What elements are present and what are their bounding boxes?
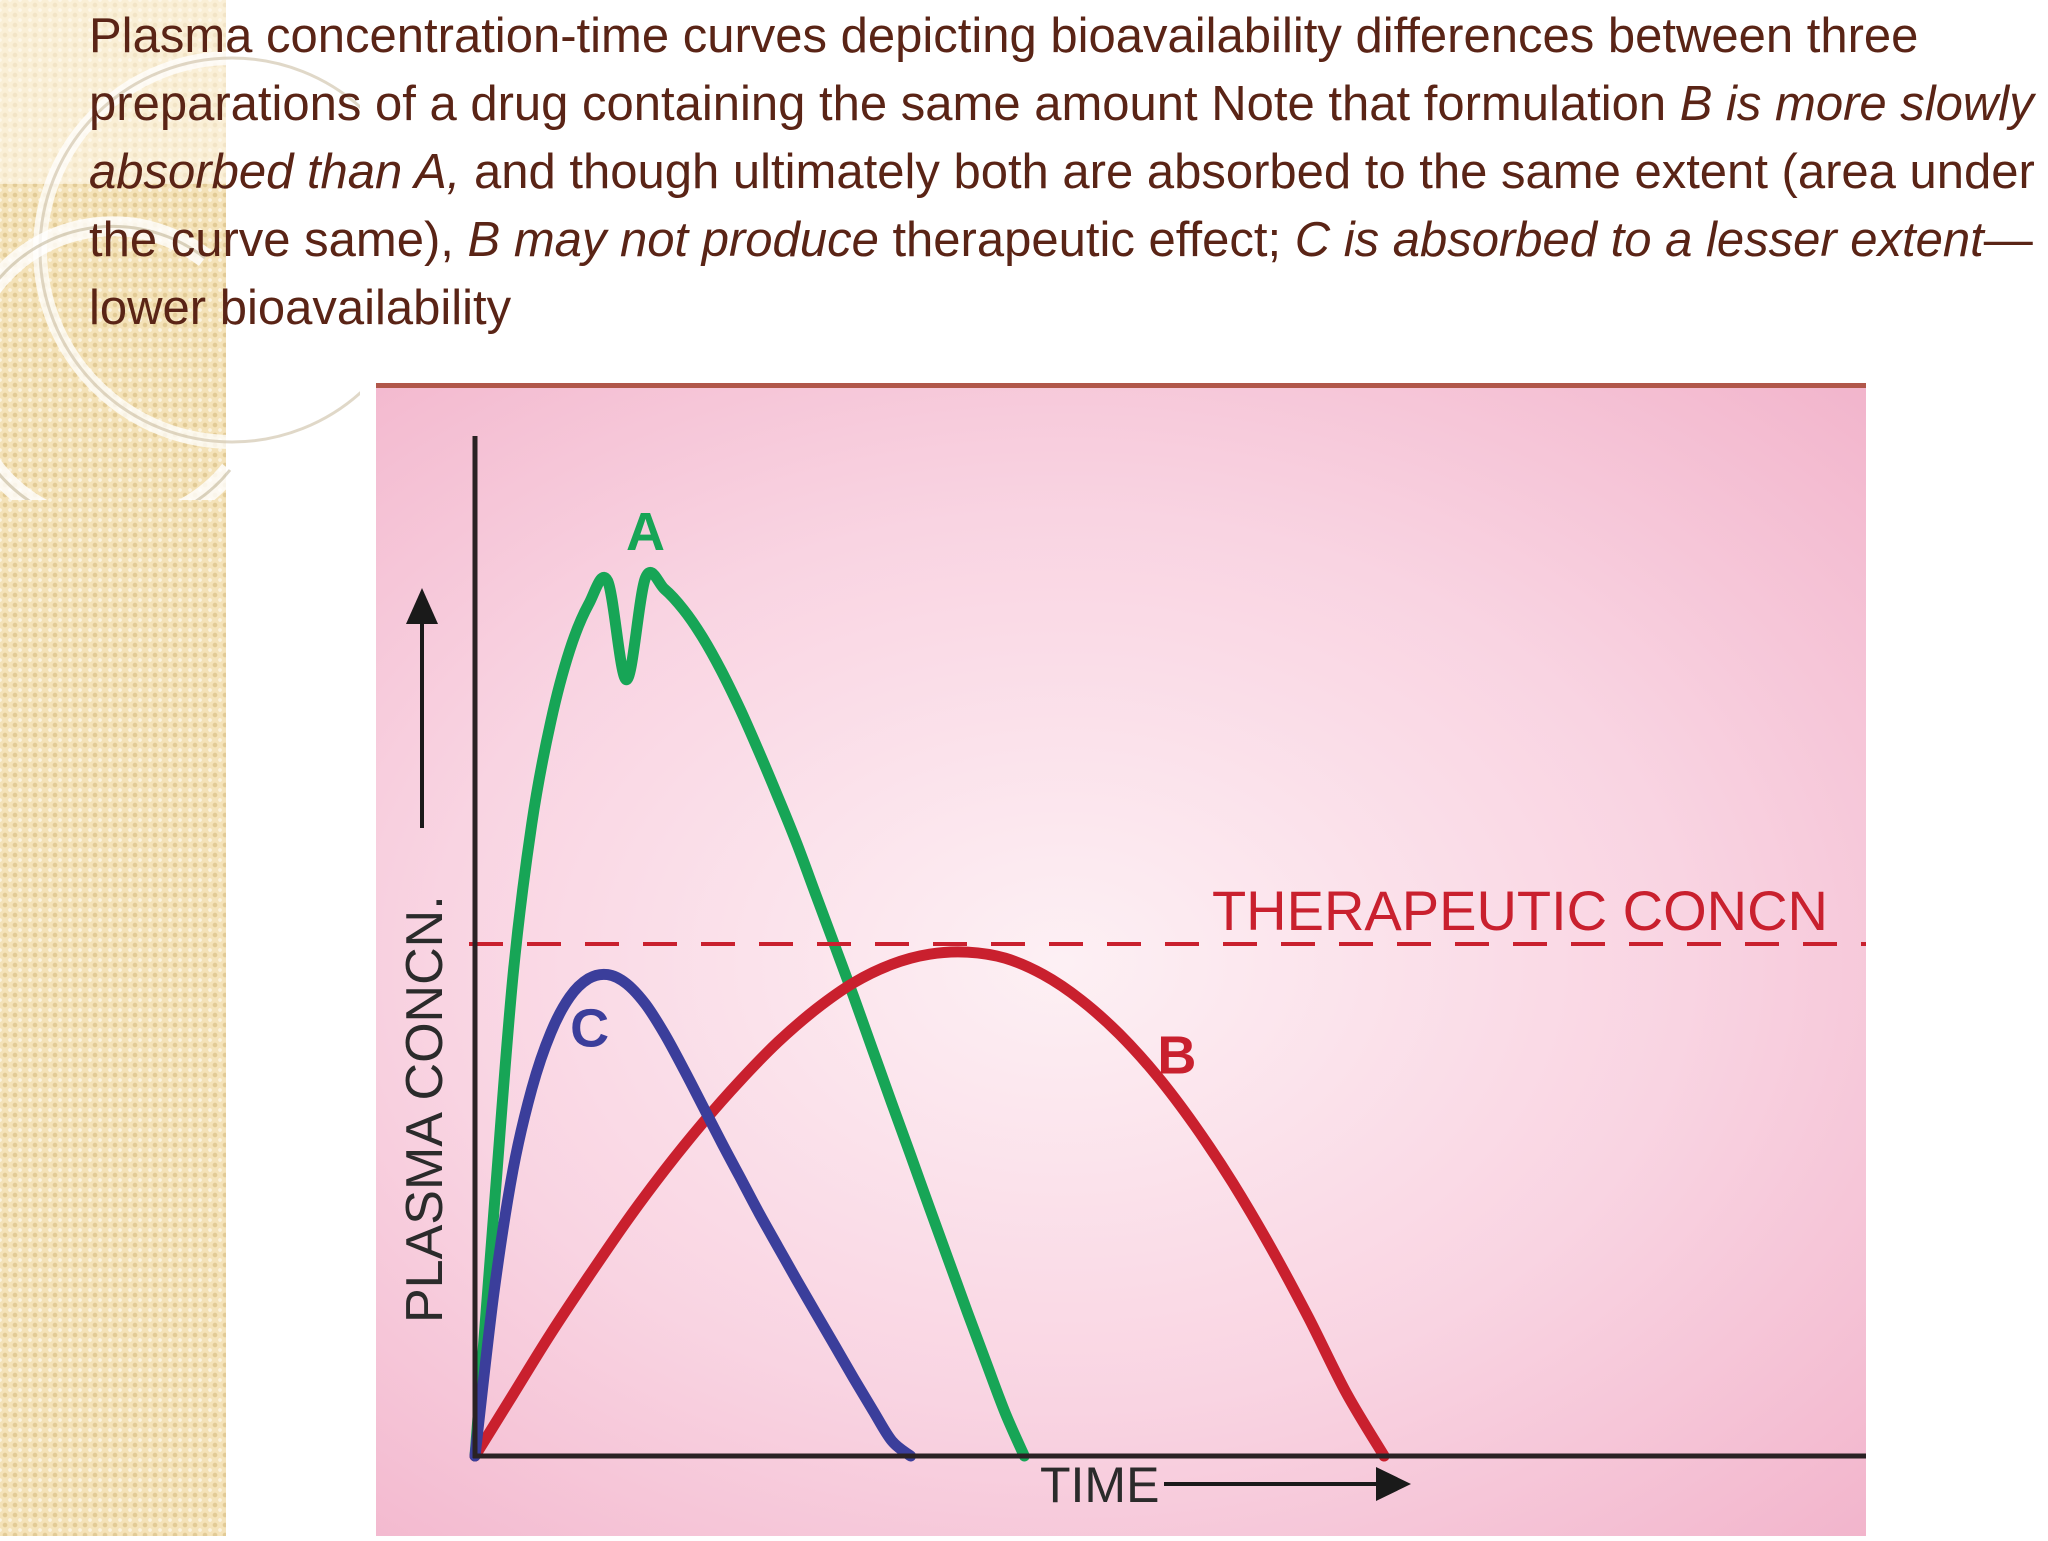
y-axis-arrow-head [406, 588, 438, 624]
slide-description-text: Plasma concentration-time curves depicti… [89, 2, 2039, 388]
curves-layer: A B C [469, 502, 1390, 1462]
series-a-label: A [626, 502, 665, 562]
series-c-label: C [570, 999, 609, 1059]
decorative-swirl-graphic [0, 51, 360, 500]
description-run: — lower bioavailability [89, 213, 2033, 335]
therapeutic-threshold-label: THERAPEUTIC CONCN [1212, 879, 1828, 942]
x-axis-label: TIME [1040, 1457, 1159, 1513]
x-axis-arrow-head [1376, 1467, 1411, 1501]
description-emphasis: C is absorbed to a lesser extent [1294, 213, 1984, 267]
description-run: therapeutic effect; [878, 213, 1295, 267]
series-a-curve [469, 566, 1030, 1462]
description-run: and though ultimately both are absorbed … [89, 145, 2035, 267]
description-emphasis: B is more slowly absorbed than A, [89, 77, 2034, 199]
series-b-label: B [1157, 1026, 1196, 1086]
description-emphasis: B may not produce [467, 213, 879, 267]
swirl-arc-shadow [0, 224, 232, 500]
series-c-curve [469, 968, 917, 1462]
description-run: Plasma concentration-time curves depicti… [89, 9, 1919, 131]
chart-panel: A B C THERAPEUTIC CONCN PLASMA CONCN. TIME [376, 383, 1866, 1536]
plasma-concentration-chart: A B C THERAPEUTIC CONCN PLASMA CONCN. TIME [396, 436, 1866, 1513]
series-b-curve [469, 946, 1390, 1462]
y-axis-label: PLASMA CONCN. [396, 895, 454, 1323]
